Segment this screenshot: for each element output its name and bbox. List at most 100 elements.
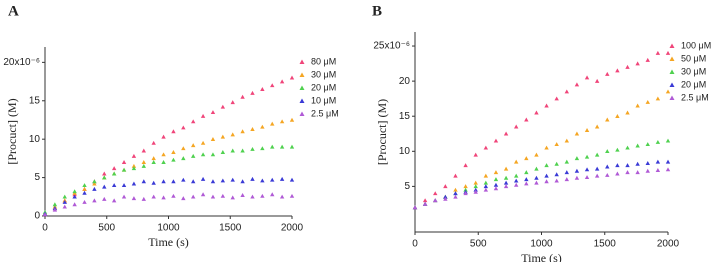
- point: [483, 180, 489, 185]
- point: [564, 138, 569, 143]
- series: [42, 144, 295, 214]
- point: [564, 89, 569, 94]
- point: [279, 176, 285, 181]
- point: [200, 176, 206, 181]
- point: [82, 199, 87, 204]
- point: [625, 64, 630, 69]
- point: [645, 142, 650, 147]
- point: [463, 163, 468, 168]
- point: [92, 181, 97, 186]
- point: [645, 161, 650, 165]
- point: [210, 136, 216, 141]
- point: [443, 184, 448, 189]
- point: [625, 163, 630, 168]
- point: [514, 124, 519, 129]
- point: [463, 187, 468, 192]
- point: [524, 156, 529, 161]
- point: [655, 50, 661, 55]
- point: [131, 196, 137, 201]
- point: [574, 156, 580, 161]
- point: [200, 113, 206, 118]
- point: [52, 202, 58, 207]
- point: [483, 173, 489, 178]
- legend-label: 2.5 μM: [311, 108, 339, 118]
- point: [655, 139, 661, 144]
- point: [443, 196, 448, 201]
- point: [200, 152, 206, 157]
- point: [131, 163, 137, 168]
- series: [412, 159, 671, 210]
- legend-marker: [299, 72, 305, 77]
- point: [82, 183, 87, 188]
- legend-label: 100 μM: [681, 40, 711, 50]
- point: [453, 187, 458, 192]
- point: [493, 182, 499, 187]
- point: [141, 179, 146, 184]
- x-tick-label: 1000: [530, 239, 553, 250]
- point: [151, 194, 156, 199]
- legend-label: 20 μM: [311, 82, 336, 92]
- point: [171, 129, 176, 134]
- point: [544, 179, 549, 184]
- point: [210, 194, 216, 199]
- point: [62, 199, 67, 204]
- point: [594, 124, 600, 129]
- x-tick-label: 0: [42, 223, 48, 234]
- legend-marker: [669, 56, 675, 61]
- point: [574, 82, 580, 87]
- point: [161, 160, 166, 164]
- point: [594, 173, 600, 178]
- point: [260, 178, 265, 183]
- point: [270, 192, 275, 197]
- point: [230, 195, 235, 200]
- y-tick-label: 15: [399, 111, 411, 122]
- point: [181, 156, 186, 161]
- point: [121, 167, 127, 172]
- point: [210, 152, 216, 157]
- point: [503, 180, 509, 185]
- point: [240, 193, 245, 198]
- y-tick-label: 25x10⁻⁶: [373, 41, 410, 52]
- point: [524, 170, 529, 175]
- series: [42, 192, 295, 217]
- point: [82, 190, 87, 195]
- point: [453, 191, 458, 196]
- point: [665, 138, 671, 143]
- point: [514, 159, 519, 164]
- point: [210, 110, 216, 115]
- y-tick-label: 10: [399, 146, 411, 157]
- point: [463, 191, 468, 196]
- point: [161, 152, 166, 157]
- point: [82, 186, 87, 191]
- point: [655, 96, 661, 101]
- point: [121, 160, 127, 164]
- point: [181, 177, 186, 182]
- point: [220, 134, 226, 139]
- point: [493, 138, 499, 143]
- point: [665, 89, 671, 94]
- point: [433, 191, 438, 196]
- point: [52, 207, 58, 212]
- point: [141, 148, 146, 153]
- point: [615, 114, 620, 118]
- point: [92, 198, 97, 203]
- point: [250, 176, 255, 181]
- point: [615, 68, 620, 73]
- point: [524, 117, 529, 122]
- legend-marker: [299, 111, 305, 116]
- point: [605, 71, 610, 76]
- point: [554, 142, 559, 147]
- legend-marker: [299, 98, 305, 103]
- point: [514, 182, 519, 187]
- point: [270, 144, 275, 149]
- point: [554, 161, 559, 166]
- point: [220, 178, 226, 183]
- point: [605, 172, 610, 177]
- point: [171, 179, 176, 184]
- point: [493, 170, 499, 175]
- point: [503, 166, 509, 171]
- point: [220, 193, 226, 198]
- point: [483, 145, 489, 150]
- point: [250, 90, 255, 95]
